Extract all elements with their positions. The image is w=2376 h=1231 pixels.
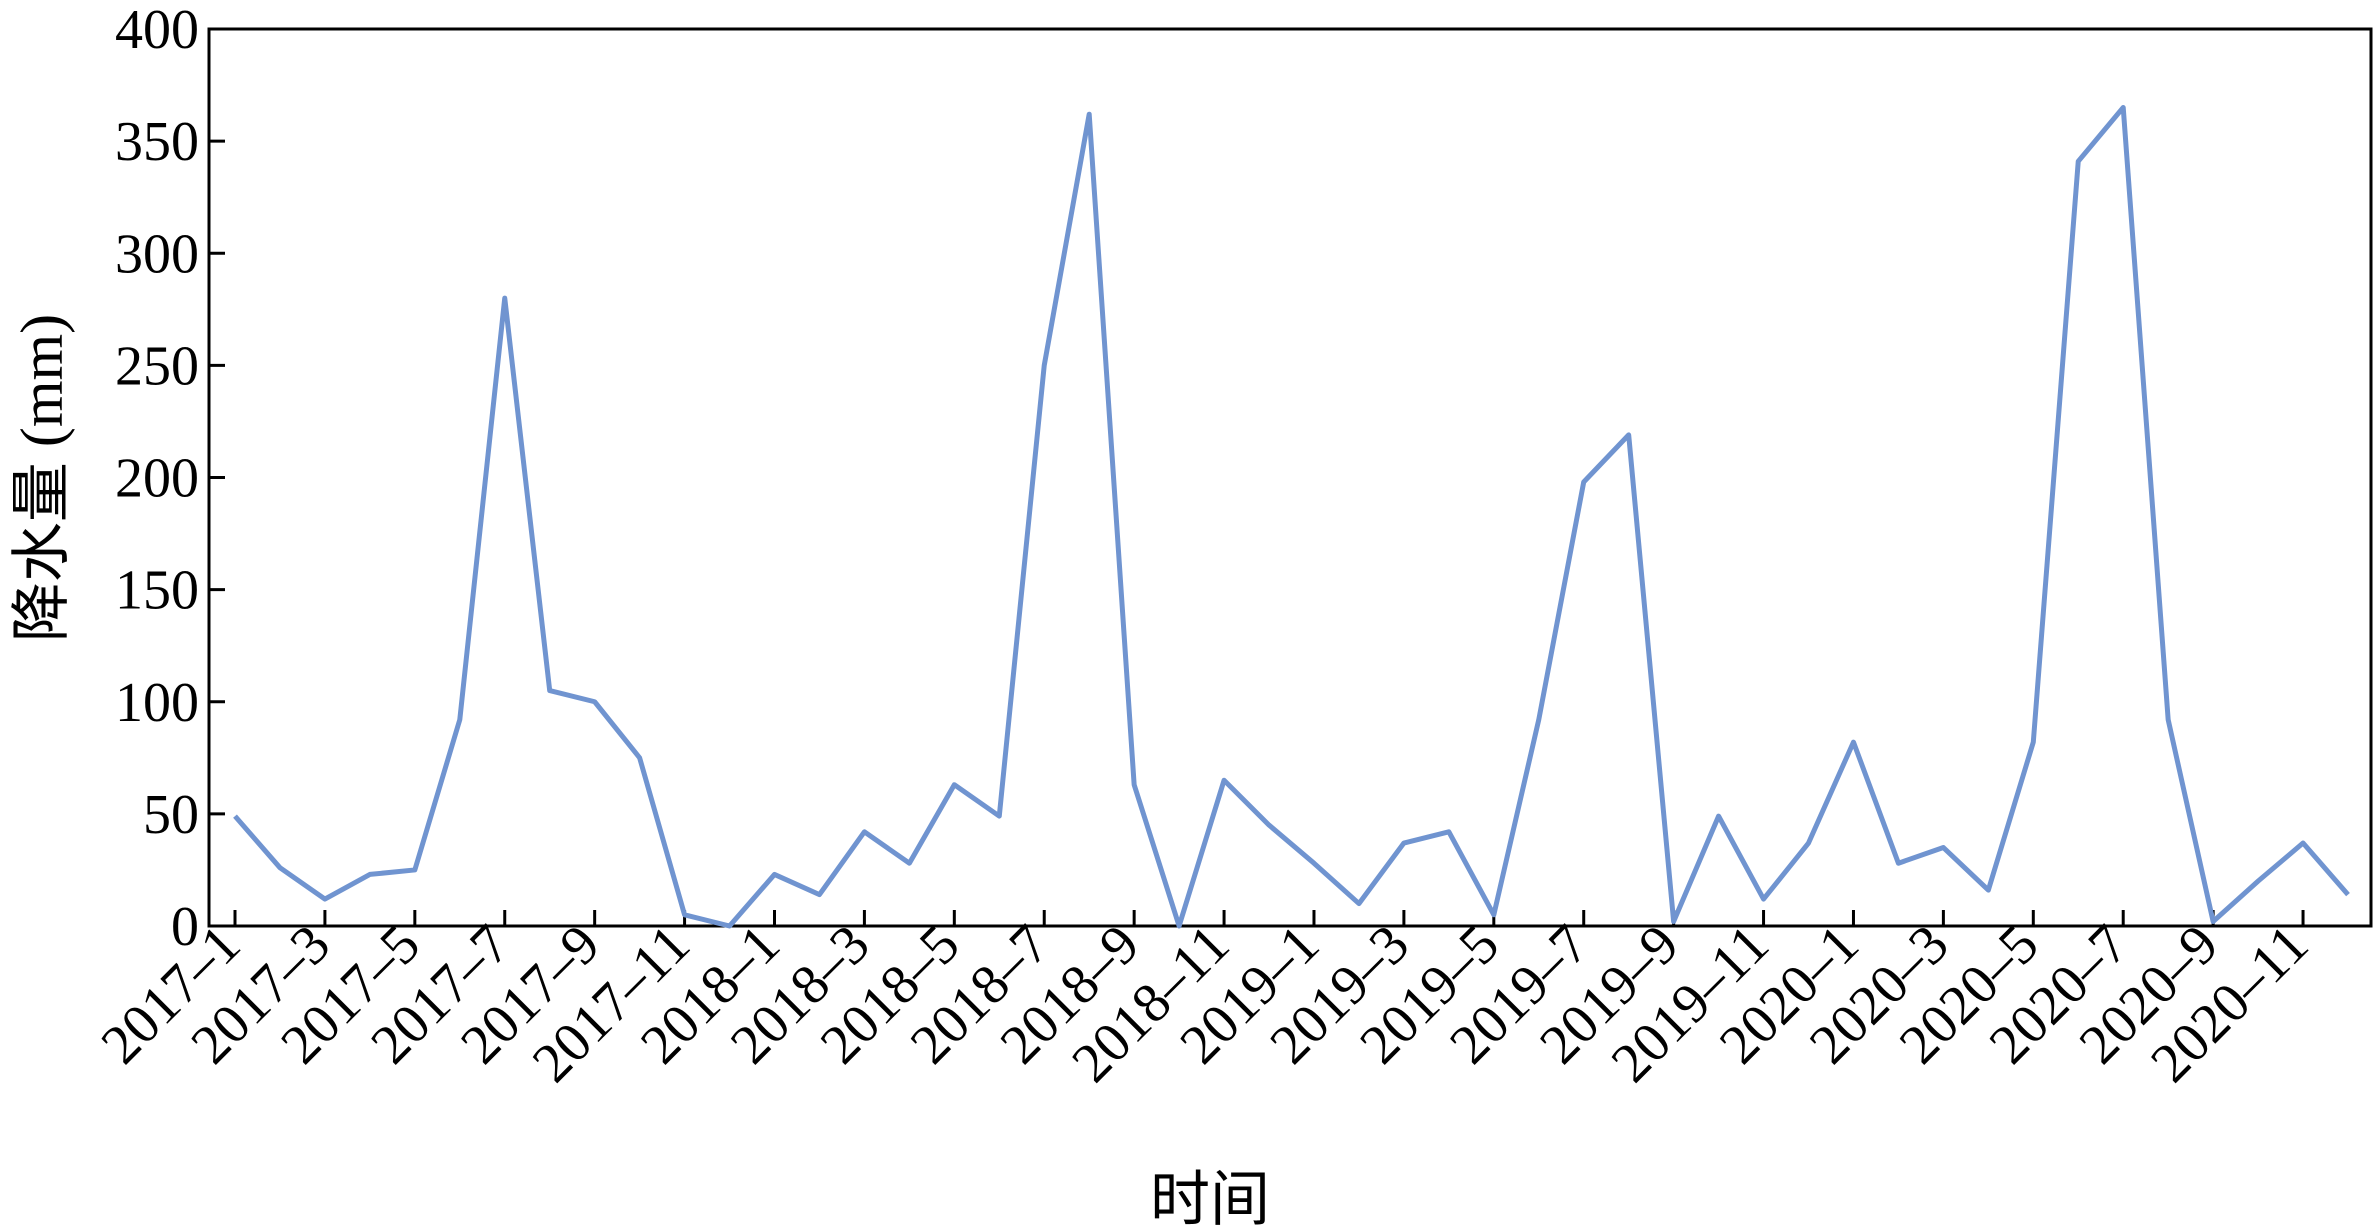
y-tick-label: 150 <box>115 560 199 622</box>
y-tick-label: 200 <box>115 448 199 510</box>
y-tick-label: 350 <box>115 111 199 173</box>
y-axis-title: 降水量 (mm) <box>9 314 75 642</box>
y-tick-label: 400 <box>115 0 199 61</box>
y-tick-label: 250 <box>115 335 199 397</box>
y-tick-label: 300 <box>115 223 199 285</box>
plot-frame <box>207 27 2373 928</box>
y-tick-label: 0 <box>171 896 199 958</box>
y-tick-label: 100 <box>115 672 199 734</box>
data-line <box>233 104 2350 929</box>
x-axis-title: 时间 <box>1150 1167 1270 1231</box>
y-tick-label: 50 <box>143 784 199 846</box>
